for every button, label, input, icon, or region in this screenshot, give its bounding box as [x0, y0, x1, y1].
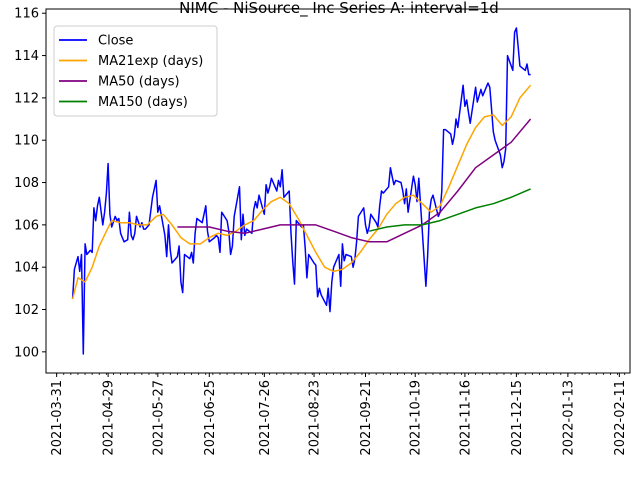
- series-line-2: [177, 118, 532, 243]
- y-tick-label-6: 112: [14, 91, 39, 106]
- x-tick-label-4: 2021-07-26: [258, 380, 273, 456]
- y-tick-label-0: 100: [14, 345, 39, 360]
- y-tick-label-5: 110: [14, 134, 39, 149]
- x-tick-label-10: 2022-01-13: [561, 380, 576, 456]
- y-tick-label-1: 102: [14, 303, 39, 318]
- legend: Close MA21exp (days) MA50 (days) MA150 (day…: [53, 25, 218, 117]
- x-tick-label-5: 2021-08-23: [308, 380, 323, 456]
- legend-label-0: Close: [98, 34, 133, 49]
- legend-label-2: MA50 (days): [98, 75, 180, 90]
- x-tick-label-2: 2021-05-27: [151, 380, 166, 456]
- y-tick-label-8: 116: [14, 7, 39, 22]
- legend-box: [53, 25, 218, 117]
- x-tick-label-9: 2021-12-15: [510, 380, 525, 456]
- y-tick-label-7: 114: [14, 49, 39, 64]
- series-line-1: [71, 84, 532, 300]
- y-tick-label-3: 106: [14, 218, 39, 233]
- x-axis: 2021-03-31 2021-04-29 2021-05-27 2021-06-25…: [50, 373, 628, 456]
- x-tick-label-1: 2021-04-29: [102, 380, 117, 456]
- plot-series: [71, 27, 532, 355]
- x-tick-label-11: 2022-02-11: [613, 380, 628, 456]
- y-tick-label-2: 104: [14, 261, 39, 276]
- x-tick-label-8: 2021-11-16: [458, 380, 473, 456]
- y-axis: 100 102 104 106 108 110 112 114 116: [14, 7, 46, 360]
- plot-frame: [45, 8, 631, 374]
- x-tick-label-7: 2021-10-19: [409, 380, 424, 456]
- y-tick-label-4: 108: [14, 176, 39, 191]
- legend-label-3: MA150 (days): [98, 95, 188, 110]
- legend-label-1: MA21exp (days): [98, 54, 203, 69]
- series-line-3: [368, 188, 531, 232]
- x-tick-label-6: 2021-09-21: [359, 380, 374, 456]
- x-tick-label-0: 2021-03-31: [50, 380, 65, 456]
- x-tick-label-3: 2021-06-25: [203, 380, 218, 456]
